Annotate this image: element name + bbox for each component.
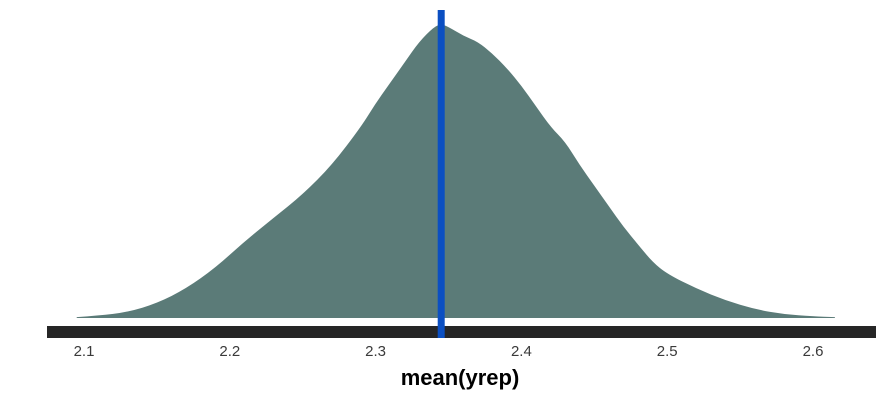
x-tick-label: 2.5 xyxy=(657,343,678,360)
x-tick-label: 2.3 xyxy=(365,343,386,360)
x-tick-label: 2.2 xyxy=(219,343,240,360)
x-tick-label: 2.4 xyxy=(511,343,532,360)
x-axis-line xyxy=(47,326,876,338)
x-tick-label: 2.6 xyxy=(803,343,824,360)
x-axis-title: mean(yrep) xyxy=(401,365,520,390)
observed-statistic-line xyxy=(437,10,445,338)
x-tick-label: 2.1 xyxy=(74,343,95,360)
density-area xyxy=(76,24,835,318)
